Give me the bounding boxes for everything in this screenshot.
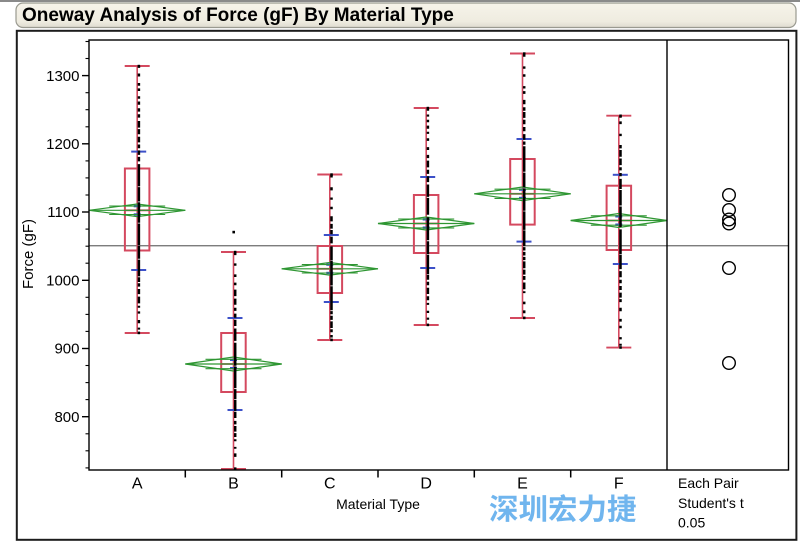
- svg-text:Force (gF): Force (gF): [20, 219, 37, 289]
- svg-text:E: E: [517, 476, 528, 493]
- svg-text:F: F: [614, 476, 624, 493]
- svg-text:1100: 1100: [47, 204, 79, 221]
- svg-text:Each Pair: Each Pair: [678, 475, 739, 491]
- svg-text:A: A: [132, 476, 143, 493]
- svg-text:800: 800: [54, 409, 79, 426]
- svg-text:Student's t: Student's t: [678, 495, 744, 511]
- svg-text:C: C: [324, 476, 336, 493]
- svg-text:0.05: 0.05: [678, 515, 705, 531]
- svg-text:D: D: [420, 476, 432, 493]
- svg-text:900: 900: [54, 341, 79, 358]
- svg-text:Material Type: Material Type: [336, 496, 420, 512]
- svg-text:Oneway Analysis of Force (gF): Oneway Analysis of Force (gF) By Materia…: [22, 5, 454, 26]
- svg-text:1300: 1300: [46, 68, 79, 85]
- svg-text:1000: 1000: [46, 273, 79, 290]
- svg-text:B: B: [228, 476, 239, 493]
- svg-text:1200: 1200: [46, 136, 79, 153]
